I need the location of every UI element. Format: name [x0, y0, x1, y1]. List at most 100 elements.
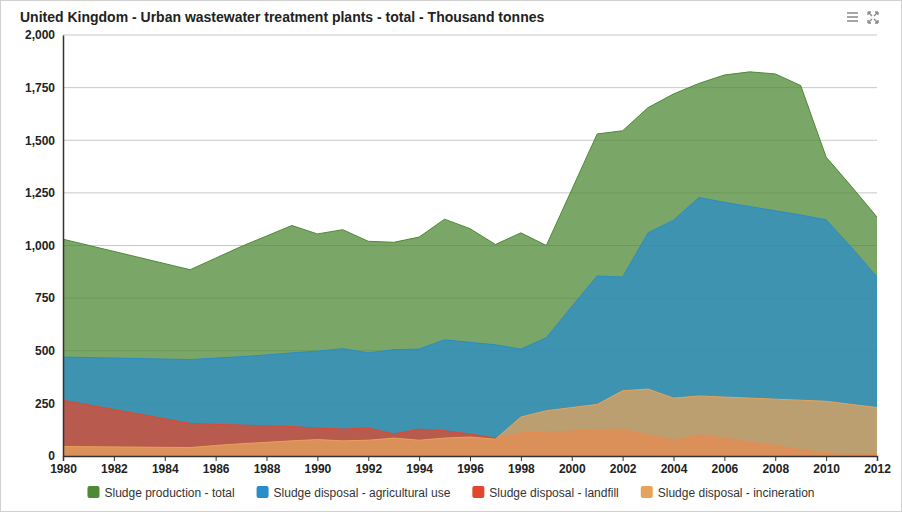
x-tick-mark: [775, 456, 776, 461]
legend-item: Sludge disposal - agricultural use: [257, 486, 451, 500]
legend-label: Sludge disposal - landfill: [489, 486, 618, 500]
x-tick-label: 1982: [101, 462, 128, 476]
legend-swatch: [472, 486, 484, 498]
x-tick-mark: [216, 456, 217, 461]
y-tick: 1,750: [25, 81, 63, 95]
x-tick-label: 2008: [762, 462, 789, 476]
legend-swatch: [641, 486, 653, 498]
area: [63, 198, 877, 456]
x-tick-label: 1988: [254, 462, 281, 476]
x-tick-mark: [623, 456, 624, 461]
x-tick: 2000: [559, 456, 586, 476]
menu-icon: [847, 16, 858, 18]
y-tick-label: 500: [35, 344, 55, 358]
x-tick-label: 2002: [610, 462, 637, 476]
x-tick-label: 2006: [712, 462, 739, 476]
x-tick-label: 1984: [152, 462, 179, 476]
x-axis-line: [64, 457, 878, 462]
x-tick: 1986: [203, 456, 230, 476]
x-axis: 1980 1982 1984 1986 1988 1990 1992 1994 1996 1998…: [50, 456, 891, 476]
menu-icon: [847, 12, 858, 14]
x-tick-label: 1994: [406, 462, 433, 476]
x-tick: 2012: [864, 456, 891, 476]
x-tick-mark: [63, 456, 64, 461]
title: United Kingdom - Urban wastewater treatm…: [20, 9, 544, 25]
expand-icon: [868, 12, 878, 23]
legend-swatch: [257, 486, 269, 498]
legend-item: Sludge disposal - incineration: [641, 486, 815, 500]
x-tick-label: 1998: [508, 462, 535, 476]
x-tick-mark: [368, 456, 369, 461]
y-tick-label: 750: [35, 291, 55, 305]
frame: [1, 1, 902, 512]
x-tick-label: 1996: [457, 462, 484, 476]
plot-area: [63, 72, 877, 456]
x-tick: 1982: [101, 456, 128, 476]
x-tick-label: 2000: [559, 462, 586, 476]
x-tick: 2004: [661, 456, 688, 476]
area-line: [63, 198, 877, 360]
x-tick: 1998: [508, 456, 535, 476]
x-tick-label: 2004: [661, 462, 688, 476]
x-tick: 1990: [305, 456, 332, 476]
y-tick: 500: [35, 344, 63, 358]
x-tick-mark: [877, 456, 878, 461]
legend-item: Sludge production - total: [87, 486, 234, 500]
y-tick: 1,500: [25, 134, 63, 148]
x-tick-mark: [826, 456, 827, 461]
y-tick: 750: [35, 291, 63, 305]
area-line: [63, 389, 877, 448]
y-tick: 2,000: [25, 28, 63, 42]
y-tick-label: 1,500: [25, 134, 55, 148]
x-tick: 2006: [712, 456, 739, 476]
y-tick: 250: [35, 397, 63, 411]
x-tick: 1994: [406, 456, 433, 476]
y-tick-label: 1,750: [25, 81, 55, 95]
x-tick-mark: [572, 456, 573, 461]
x-tick: 1992: [355, 456, 382, 476]
x-tick-mark: [521, 456, 522, 461]
x-tick: 1988: [254, 456, 281, 476]
grid-line: [63, 35, 877, 36]
legend-label: Sludge production - total: [104, 486, 234, 500]
menu-icon: [847, 20, 858, 22]
x-tick-label: 1990: [305, 462, 332, 476]
x-tick-mark: [674, 456, 675, 461]
y-axis-line: [63, 36, 65, 457]
x-tick: 2008: [762, 456, 789, 476]
y-tick: 1,250: [25, 186, 63, 200]
legend-label: Sludge disposal - agricultural use: [274, 486, 451, 500]
area: [63, 389, 877, 456]
x-tick-mark: [317, 456, 318, 461]
menu-icons: [847, 12, 878, 23]
x-tick: 2010: [813, 456, 840, 476]
x-tick: 1996: [457, 456, 484, 476]
x-tick-label: 1980: [50, 462, 77, 476]
x-tick-label: 1986: [203, 462, 230, 476]
y-tick-label: 1,250: [25, 186, 55, 200]
x-tick-mark: [724, 456, 725, 461]
x-tick-mark: [419, 456, 420, 461]
legend-swatch: [87, 486, 99, 498]
x-tick-label: 2012: [864, 462, 891, 476]
x-tick: 1980: [50, 456, 77, 476]
x-tick-label: 2010: [813, 462, 840, 476]
y-tick-label: 2,000: [25, 28, 55, 42]
x-tick-mark: [267, 456, 268, 461]
x-tick-mark: [114, 456, 115, 461]
y-tick-label: 250: [35, 397, 55, 411]
x-tick-label: 1992: [355, 462, 382, 476]
x-tick-mark: [165, 456, 166, 461]
legend: Sludge production - total Sludge disposal…: [87, 486, 814, 500]
area: [63, 72, 877, 456]
grid: [63, 35, 877, 456]
legend-item: Sludge disposal - landfill: [472, 486, 618, 500]
x-tick: 2002: [610, 456, 637, 476]
y-tick-label: 1,000: [25, 239, 55, 253]
legend-label: Sludge disposal - incineration: [658, 486, 815, 500]
y-tick: 1,000: [25, 239, 63, 253]
x-tick: 1984: [152, 456, 179, 476]
y-axis: 02505007501,0001,2501,5001,7502,000: [25, 28, 64, 463]
x-tick-mark: [470, 456, 471, 461]
chart: United Kingdom - Urban wastewater treatm…: [0, 0, 902, 512]
